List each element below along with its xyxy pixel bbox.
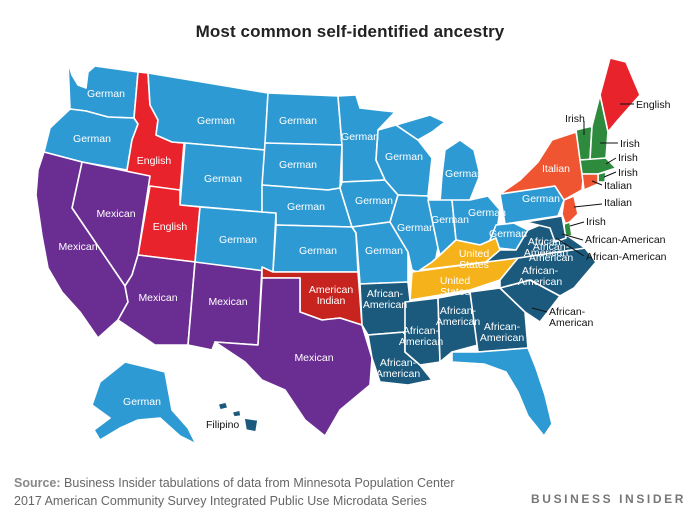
label-arizona: Mexican — [138, 292, 177, 304]
label-dc: African-American — [586, 251, 667, 263]
state-montana — [147, 72, 269, 151]
label-maryland: African-American — [585, 234, 666, 246]
label-virginia-2: American — [524, 247, 569, 259]
label-louisiana-1: African- — [380, 357, 417, 369]
label-iowa: German — [355, 195, 393, 207]
state-california — [35, 151, 129, 339]
label-south-carolina-east-2: American — [549, 317, 594, 329]
label-new-hampshire: Irish — [620, 138, 640, 150]
label-north-carolina-2: American — [529, 252, 574, 264]
label-illinois: German — [397, 222, 435, 234]
state-georgia — [469, 287, 529, 353]
label-ohio: German — [468, 207, 506, 219]
label-south-dakota: German — [279, 159, 317, 171]
leader-new-jersey — [573, 203, 603, 208]
source-line-1: Business Insider tabulations of data fro… — [64, 476, 455, 490]
label-wisconsin: German — [385, 151, 423, 163]
label-alabama-2: American — [436, 316, 481, 328]
leader-connecticut — [591, 180, 603, 186]
state-michigan — [395, 114, 481, 203]
label-south-carolina-2: American — [518, 276, 563, 288]
label-florida: German — [473, 376, 511, 388]
state-hawaii — [217, 401, 259, 433]
label-washington: German — [87, 88, 125, 100]
label-colorado: German — [219, 234, 257, 246]
label-alaska: German — [123, 396, 161, 408]
leader-delaware — [569, 221, 585, 227]
label-minnesota: German — [341, 131, 379, 143]
leader-south-carolina-east — [531, 307, 548, 313]
label-hawaii: Filipino — [206, 419, 239, 431]
state-massachusetts — [579, 157, 617, 175]
label-mississippi-1: African- — [403, 325, 440, 337]
label-maine: English — [636, 99, 671, 111]
label-pennsylvania: German — [522, 193, 560, 205]
label-arkansas-1: African- — [367, 288, 404, 300]
source-label: Source: — [14, 476, 61, 490]
label-montana: German — [197, 115, 235, 127]
label-georgia-1: African- — [484, 321, 521, 333]
state-north-carolina — [499, 247, 597, 297]
label-utah: English — [153, 221, 188, 233]
label-delaware: Irish — [586, 216, 606, 228]
label-oklahoma-1: American — [309, 284, 354, 296]
map-title: Most common self-identified ancestry — [195, 22, 505, 41]
label-kentucky-1: United — [459, 248, 490, 260]
label-north-dakota: German — [279, 115, 317, 127]
label-tennessee-2: States — [440, 286, 470, 298]
state-alaska — [91, 361, 197, 445]
label-north-carolina-1: African- — [533, 241, 570, 253]
label-rhode-island: Irish — [618, 167, 638, 179]
label-michigan: German — [445, 168, 483, 180]
label-missouri: German — [365, 245, 403, 257]
label-west-virginia: German — [489, 228, 527, 240]
label-idaho: English — [137, 155, 172, 167]
source-line-2: 2017 American Community Survey Integrate… — [14, 494, 427, 508]
state-new-jersey — [561, 195, 579, 227]
leader-massachusetts — [605, 157, 617, 165]
label-nebraska: German — [287, 201, 325, 213]
label-tennessee-1: United — [440, 275, 471, 287]
label-new-mexico: Mexican — [208, 296, 247, 308]
label-nevada: Mexican — [96, 208, 135, 220]
state-connecticut — [581, 173, 599, 191]
label-mississippi-2: American — [399, 336, 444, 348]
state-maryland — [525, 215, 567, 243]
label-oregon: German — [73, 133, 111, 145]
label-texas: Mexican — [294, 352, 333, 364]
state-florida — [451, 347, 553, 437]
leader-rhode-island — [603, 171, 617, 178]
label-new-jersey: Italian — [604, 197, 632, 209]
leader-dc — [555, 237, 585, 257]
state-alabama — [437, 291, 479, 363]
label-new-york: Italian — [542, 163, 570, 175]
label-arkansas-2: American — [363, 299, 408, 311]
label-connecticut: Italian — [604, 180, 632, 192]
label-indiana: German — [431, 214, 469, 226]
source-note: Source: Business Insider tabulations of … — [14, 474, 455, 510]
brand-logo: BUSINESS INSIDER — [531, 492, 686, 506]
label-louisiana-2: American — [376, 368, 421, 380]
label-wyoming: German — [204, 173, 242, 185]
label-virginia-1: African- — [528, 236, 565, 248]
label-massachusetts: Irish — [618, 152, 638, 164]
label-alabama-1: African- — [440, 305, 477, 317]
label-vermont: Irish — [565, 113, 585, 125]
label-california: Mexican — [58, 241, 97, 253]
label-georgia-2: American — [480, 332, 525, 344]
label-south-carolina-east-1: African- — [549, 306, 586, 318]
label-oklahoma-2: Indian — [317, 295, 346, 307]
label-south-carolina-1: African- — [522, 265, 559, 277]
label-kansas: German — [299, 245, 337, 257]
state-texas — [214, 277, 373, 437]
label-kentucky-2: States — [459, 259, 489, 271]
leader-maryland — [561, 233, 584, 241]
state-new-hampshire — [589, 94, 609, 161]
